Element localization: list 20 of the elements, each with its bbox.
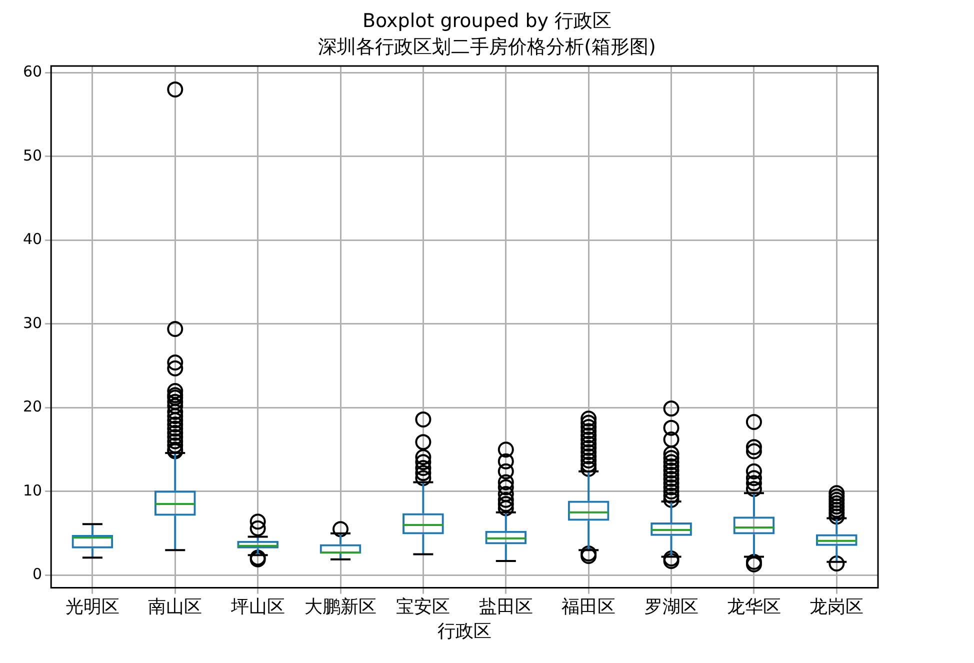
x-tick-label: 宝安区 <box>396 596 450 618</box>
x-tick-label: 福田区 <box>562 596 616 618</box>
chart-title: 深圳各行政区划二手房价格分析(箱形图) <box>317 35 657 60</box>
x-tick-label: 南山区 <box>148 596 202 618</box>
x-tick-label: 光明区 <box>65 596 120 618</box>
y-tick-label: 50 <box>22 146 42 164</box>
y-tick-label: 20 <box>22 398 42 416</box>
x-axis-title: 行政区 <box>438 620 492 642</box>
x-tick-label: 大鹏新区 <box>304 596 377 618</box>
x-tick-label: 罗湖区 <box>644 596 698 618</box>
x-tick-label: 盐田区 <box>478 596 533 618</box>
y-tick-label: 60 <box>22 62 42 81</box>
y-tick-label: 0 <box>32 565 42 584</box>
y-tick-label: 30 <box>22 314 42 332</box>
x-tick-label: 坪山区 <box>230 596 285 618</box>
chart-subtitle: Boxplot grouped by 行政区 <box>361 9 613 34</box>
y-tick-label: 40 <box>22 230 42 248</box>
x-tick-label: 龙岗区 <box>810 596 864 618</box>
y-tick-label: 10 <box>22 481 42 500</box>
x-tick-label: 龙华区 <box>726 596 781 618</box>
